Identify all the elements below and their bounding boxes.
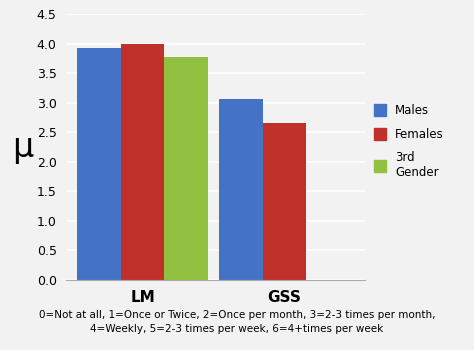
- Bar: [121, 43, 164, 280]
- Text: 0=Not at all, 1=Once or Twice, 2=Once per month, 3=2-3 times per month,: 0=Not at all, 1=Once or Twice, 2=Once pe…: [39, 310, 435, 320]
- Bar: [164, 57, 208, 280]
- Y-axis label: μ: μ: [12, 131, 33, 163]
- Bar: [219, 99, 263, 280]
- Text: 4=Weekly, 5=2-3 times per week, 6=4+times per week: 4=Weekly, 5=2-3 times per week, 6=4+time…: [91, 324, 383, 334]
- Bar: [263, 123, 306, 280]
- Bar: [77, 48, 121, 280]
- Legend: Males, Females, 3rd
Gender: Males, Females, 3rd Gender: [374, 104, 444, 179]
